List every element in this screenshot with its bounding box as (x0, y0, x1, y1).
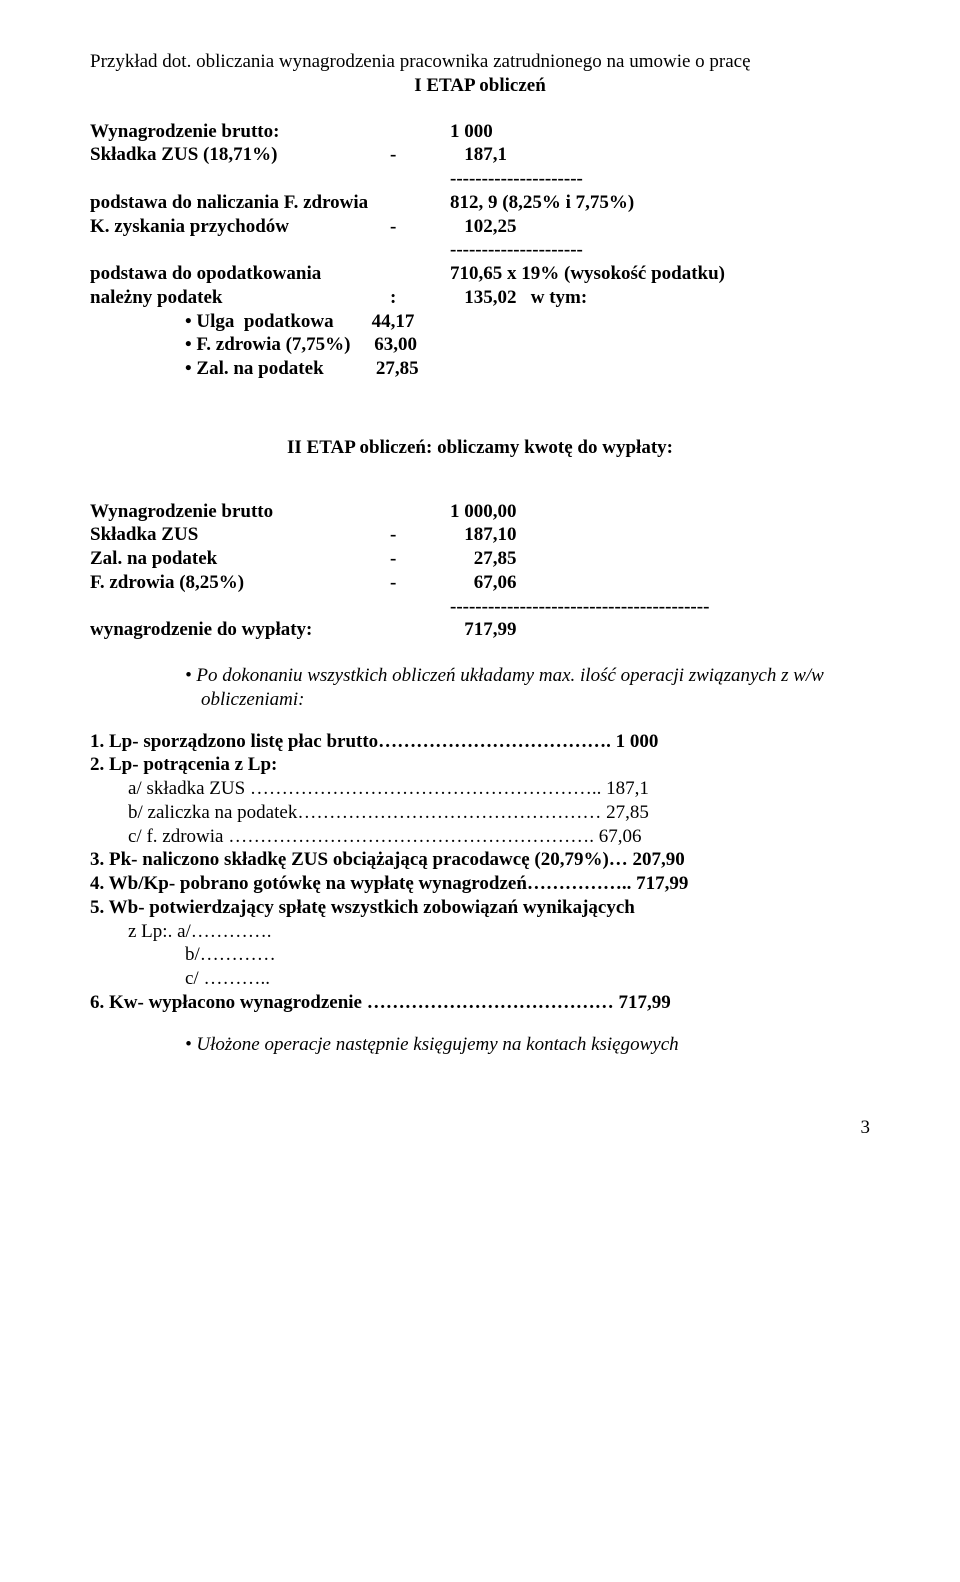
e1-bullet-3: Zal. na podatek 27,85 (185, 357, 870, 381)
e2-r3-sep: - (390, 547, 450, 571)
op-5c: c/ ……….. (90, 967, 870, 991)
e1-r1-sep (390, 120, 450, 144)
op-2b: b/ zaliczka na podatek………………………………………… 2… (90, 801, 870, 825)
e2-r3-label: Zal. na podatek (90, 547, 390, 571)
e1-r6-label: należny podatek (90, 286, 390, 310)
e1-r2-sep: - (390, 143, 450, 167)
e2-r5-label: wynagrodzenie do wypłaty: (90, 618, 390, 642)
e1-bullet-1: Ulga podatkowa 44,17 (185, 310, 870, 334)
etap2-heading: II ETAP obliczeń: obliczamy kwotę do wyp… (90, 436, 870, 460)
e1-r4-sep: - (390, 215, 450, 239)
e1-r5-label: podstawa do opodatkowania (90, 262, 450, 286)
e2-r4-val: 67,06 (450, 571, 517, 595)
e1-dashes-1: --------------------- (450, 167, 583, 191)
e1-r5-val: 710,65 x 19% (wysokość podatku) (450, 262, 725, 286)
op-5a: z Lp:. a/…………. (90, 920, 870, 944)
op-5b: b/………… (90, 943, 870, 967)
e1-r1-label: Wynagrodzenie brutto: (90, 120, 390, 144)
title-line-2: I ETAP obliczeń (90, 74, 870, 98)
op-2: 2. Lp- potrącenia z Lp: (90, 753, 870, 777)
op-2a: a/ składka ZUS ……………………………………………….. 187,… (90, 777, 870, 801)
etap1-block: Wynagrodzenie brutto: 1 000 Składka ZUS … (90, 120, 870, 381)
e2-r2-sep: - (390, 523, 450, 547)
e2-r5-val: 717,99 (450, 618, 517, 642)
e1-r2-label: Składka ZUS (18,71%) (90, 143, 390, 167)
e2-r1-label: Wynagrodzenie brutto (90, 500, 390, 524)
e2-r2-label: Składka ZUS (90, 523, 390, 547)
etap2-block: Wynagrodzenie brutto 1 000,00 Składka ZU… (90, 500, 870, 643)
op-5: 5. Wb- potwierdzający spłatę wszystkich … (90, 896, 870, 920)
e1-r4-label: K. zyskania przychodów (90, 215, 390, 239)
e1-r3-val: 812, 9 (8,25% i 7,75%) (450, 191, 634, 215)
e2-dashes: ----------------------------------------… (450, 595, 709, 619)
e1-dashes-2: --------------------- (450, 238, 583, 262)
e1-r6-val: 135,02 w tym: (450, 286, 587, 310)
e1-r2-val: 187,1 (450, 143, 507, 167)
e2-r3-val: 27,85 (450, 547, 517, 571)
e1-bullet-2: F. zdrowia (7,75%) 63,00 (185, 333, 870, 357)
e2-r4-sep: - (390, 571, 450, 595)
e1-r3-label: podstawa do naliczania F. zdrowia (90, 191, 450, 215)
final-note: Ułożone operacje następnie księgujemy na… (185, 1033, 870, 1057)
op-1: 1. Lp- sporządzono listę płac brutto…………… (90, 730, 870, 754)
e1-r1-val: 1 000 (450, 120, 493, 144)
note-line-1: Po dokonaniu wszystkich obliczeń układam… (185, 664, 870, 688)
e1-r6-sep: : (390, 286, 450, 310)
e2-r1-val: 1 000,00 (450, 500, 517, 524)
e2-r4-label: F. zdrowia (8,25%) (90, 571, 390, 595)
page-number: 3 (90, 1116, 870, 1140)
e2-r2-val: 187,10 (450, 523, 517, 547)
op-6: 6. Kw- wypłacono wynagrodzenie ………………………… (90, 991, 870, 1015)
title-line-1: Przykład dot. obliczania wynagrodzenia p… (90, 50, 870, 74)
op-3: 3. Pk- naliczono składkę ZUS obciążającą… (90, 848, 870, 872)
e1-r4-val: 102,25 (450, 215, 517, 239)
note-line-2: obliczeniami: (185, 688, 870, 712)
op-4: 4. Wb/Kp- pobrano gotówkę na wypłatę wyn… (90, 872, 870, 896)
op-2c: c/ f. zdrowia …………………………………………………. 67,06 (90, 825, 870, 849)
operations-list: 1. Lp- sporządzono listę płac brutto…………… (90, 730, 870, 1015)
